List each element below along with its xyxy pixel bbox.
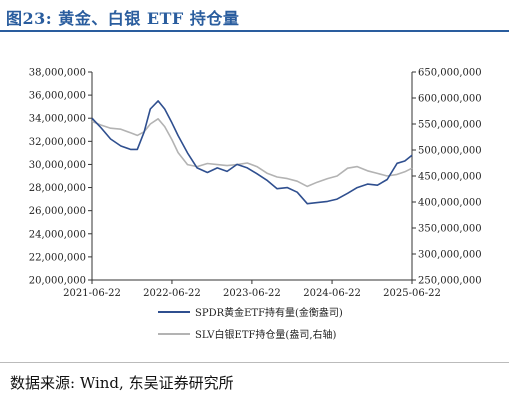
x-tick-label: 2024-06-22 bbox=[303, 288, 361, 299]
source-note: 数据来源: Wind, 东吴证券研究所 bbox=[10, 374, 234, 392]
right-tick-label: 500,000,000 bbox=[418, 146, 482, 157]
series-lines bbox=[91, 100, 413, 205]
x-tick-label: 2025-06-22 bbox=[383, 288, 441, 299]
gold-etf-line bbox=[91, 100, 413, 205]
right-tick-label: 250,000,000 bbox=[418, 276, 482, 287]
x-tick-label: 2023-06-22 bbox=[223, 288, 281, 299]
x-tick-label: 2022-06-22 bbox=[143, 288, 201, 299]
legend: SPDR黄金ETF持有量(金衡盎司) SLV白银ETF持仓量(盎司,右轴) bbox=[158, 306, 343, 341]
chart: 20,000,000 22,000,000 24,000,000 26,000,000… bbox=[29, 68, 482, 342]
left-tick-label: 38,000,000 bbox=[29, 68, 86, 79]
chart-title: 图23: 黄金、白银 ETF 持仓量 bbox=[6, 9, 240, 28]
left-tick-label: 36,000,000 bbox=[29, 91, 86, 102]
left-tick-label: 32,000,000 bbox=[29, 137, 86, 148]
right-tick-label: 350,000,000 bbox=[418, 224, 482, 235]
left-tick-label: 30,000,000 bbox=[29, 160, 86, 171]
silver-etf-line bbox=[91, 118, 413, 188]
right-tick-label: 300,000,000 bbox=[418, 250, 482, 261]
legend-label-gold: SPDR黄金ETF持有量(金衡盎司) bbox=[195, 306, 343, 319]
right-tick-label: 600,000,000 bbox=[418, 94, 482, 105]
x-tick-label: 2021-06-22 bbox=[63, 288, 121, 299]
left-tick-label: 22,000,000 bbox=[29, 252, 86, 263]
right-tick-label: 550,000,000 bbox=[418, 120, 482, 131]
right-tick-label: 450,000,000 bbox=[418, 172, 482, 183]
left-tick-label: 28,000,000 bbox=[29, 183, 86, 194]
axes: 20,000,000 22,000,000 24,000,000 26,000,000… bbox=[29, 68, 482, 300]
left-tick-label: 26,000,000 bbox=[29, 206, 86, 217]
left-tick-label: 34,000,000 bbox=[29, 114, 86, 125]
right-tick-label: 650,000,000 bbox=[418, 68, 482, 79]
left-tick-label: 20,000,000 bbox=[29, 276, 86, 287]
title-divider bbox=[0, 30, 509, 32]
right-tick-label: 400,000,000 bbox=[418, 198, 482, 209]
left-tick-label: 24,000,000 bbox=[29, 229, 86, 240]
source-divider bbox=[0, 362, 509, 363]
legend-label-silver: SLV白银ETF持仓量(盎司,右轴) bbox=[195, 328, 337, 341]
